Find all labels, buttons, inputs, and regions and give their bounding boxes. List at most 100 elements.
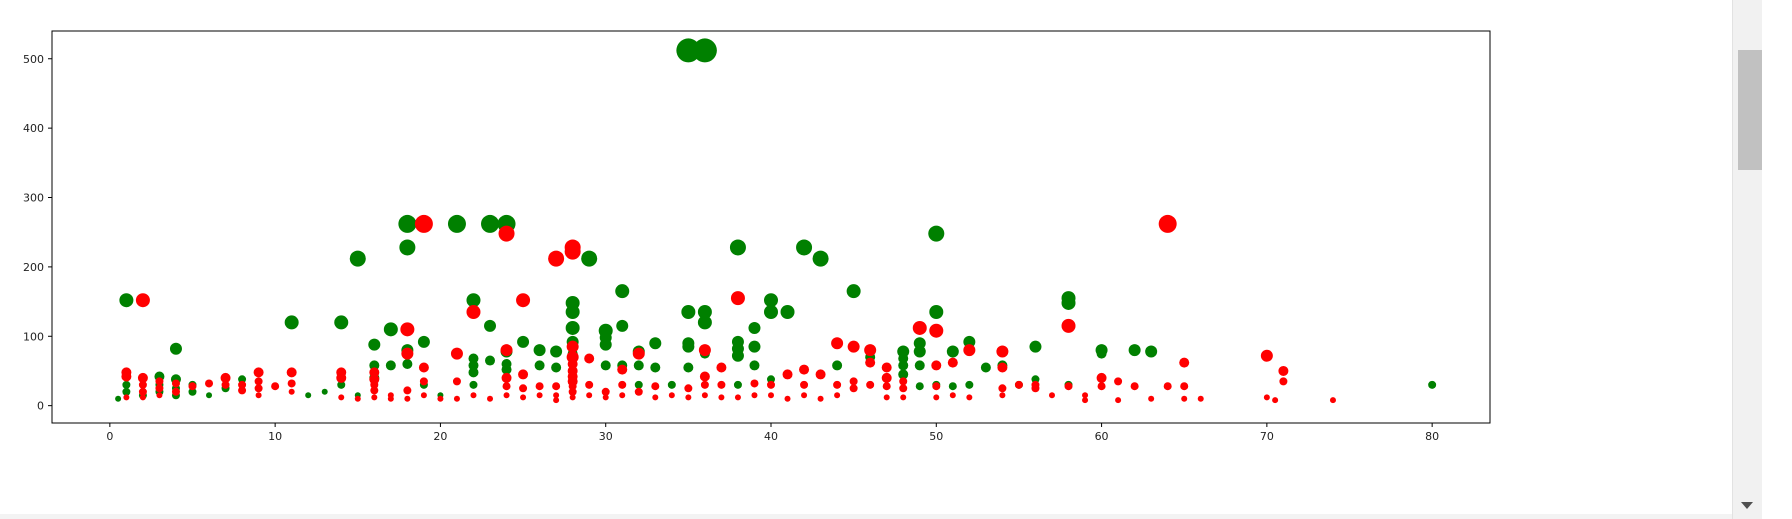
red-data-point xyxy=(815,369,826,380)
x-tick-label: 30 xyxy=(599,430,613,443)
red-data-point xyxy=(220,372,231,383)
y-axis: 0 100 200 300 400 500 xyxy=(23,53,52,413)
red-data-point xyxy=(716,362,727,373)
y-tick-label: 400 xyxy=(23,122,44,135)
green-data-point xyxy=(565,320,580,335)
red-data-point xyxy=(1329,397,1336,404)
red-data-point xyxy=(418,362,429,373)
red-data-point xyxy=(700,380,709,389)
red-data-point xyxy=(817,395,824,402)
green-data-point xyxy=(748,340,761,353)
red-data-point xyxy=(519,384,528,393)
green-data-point xyxy=(731,349,744,362)
red-data-point xyxy=(566,340,579,353)
red-data-point xyxy=(1163,382,1172,391)
red-data-point xyxy=(420,392,427,399)
red-data-point xyxy=(286,367,297,378)
red-data-point xyxy=(799,364,810,375)
green-data-point xyxy=(349,250,366,267)
green-data-point xyxy=(385,360,396,371)
red-data-point xyxy=(487,395,494,402)
green-data-point xyxy=(634,380,643,389)
green-data-point xyxy=(898,353,909,364)
green-data-point xyxy=(600,360,611,371)
red-data-point xyxy=(138,380,147,389)
green-data-point xyxy=(599,338,612,351)
green-data-point xyxy=(501,364,512,375)
red-data-point xyxy=(698,344,711,357)
red-data-point xyxy=(518,369,529,380)
green-data-point xyxy=(368,338,381,351)
green-data-point xyxy=(485,355,496,366)
green-data-point xyxy=(533,344,546,357)
green-data-point xyxy=(633,360,644,371)
red-data-point xyxy=(601,387,610,396)
green-data-point xyxy=(748,321,761,334)
green-data-point xyxy=(284,315,299,330)
scroll-down-arrow-icon[interactable] xyxy=(1741,502,1753,509)
red-data-point xyxy=(1097,382,1106,391)
red-data-point xyxy=(370,386,379,395)
red-data-point xyxy=(501,372,512,383)
red-data-point xyxy=(498,225,515,242)
green-data-point xyxy=(616,319,629,332)
red-data-point xyxy=(585,380,594,389)
red-data-point xyxy=(535,382,544,391)
red-data-point xyxy=(419,377,428,386)
green-data-point xyxy=(898,360,909,371)
red-data-point xyxy=(137,372,148,383)
red-data-point xyxy=(899,384,908,393)
red-data-point xyxy=(520,394,527,401)
red-data-point xyxy=(1048,392,1055,399)
green-data-point xyxy=(468,353,479,364)
red-data-point xyxy=(503,392,510,399)
red-data-point xyxy=(1181,395,1188,402)
red-data-point xyxy=(963,344,976,357)
red-data-point xyxy=(883,394,890,401)
green-data-point xyxy=(1031,375,1040,384)
red-data-point xyxy=(205,379,214,388)
scrollbar-thumb[interactable] xyxy=(1738,50,1763,170)
red-data-point xyxy=(668,392,675,399)
green-data-point xyxy=(729,239,746,256)
y-tick-label: 0 xyxy=(37,400,44,413)
red-data-point xyxy=(831,337,844,350)
red-data-point xyxy=(404,395,411,402)
red-data-point xyxy=(466,304,481,319)
red-data-point xyxy=(221,380,230,389)
green-data-point xyxy=(122,380,131,389)
green-data-point xyxy=(812,250,829,267)
red-data-point xyxy=(834,392,841,399)
green-data-point xyxy=(929,304,944,319)
scatter-chart: 0 100 200 300 400 500 0 10 20 30 40 50 60 70 80 xyxy=(23,30,1491,443)
green-data-point xyxy=(764,293,778,308)
vertical-scrollbar[interactable] xyxy=(1732,0,1763,519)
red-data-point xyxy=(254,377,263,386)
red-data-point xyxy=(833,380,842,389)
green-data-point xyxy=(832,360,843,371)
red-data-point xyxy=(138,387,147,396)
green-data-point xyxy=(321,388,328,395)
red-data-point xyxy=(929,323,944,338)
red-data-point xyxy=(500,344,513,357)
red-data-point xyxy=(155,384,164,393)
green-data-point xyxy=(468,367,479,378)
red-data-point xyxy=(998,384,1007,393)
red-data-point xyxy=(1096,372,1107,383)
red-data-point xyxy=(403,386,412,395)
red-data-point xyxy=(912,320,927,335)
green-data-point xyxy=(481,214,500,233)
x-tick-label: 70 xyxy=(1260,430,1274,443)
red-data-point xyxy=(536,392,543,399)
red-data-point xyxy=(1158,214,1177,233)
red-data-point xyxy=(1130,382,1139,391)
green-data-point xyxy=(122,387,131,396)
green-data-point xyxy=(534,360,545,371)
green-data-point xyxy=(369,360,380,371)
green-data-point xyxy=(1128,344,1141,357)
red-data-point xyxy=(602,394,609,401)
red-data-point xyxy=(1014,380,1023,389)
plot-frame xyxy=(51,30,1491,424)
red-data-point xyxy=(135,293,150,308)
x-tick-label: 60 xyxy=(1095,430,1109,443)
